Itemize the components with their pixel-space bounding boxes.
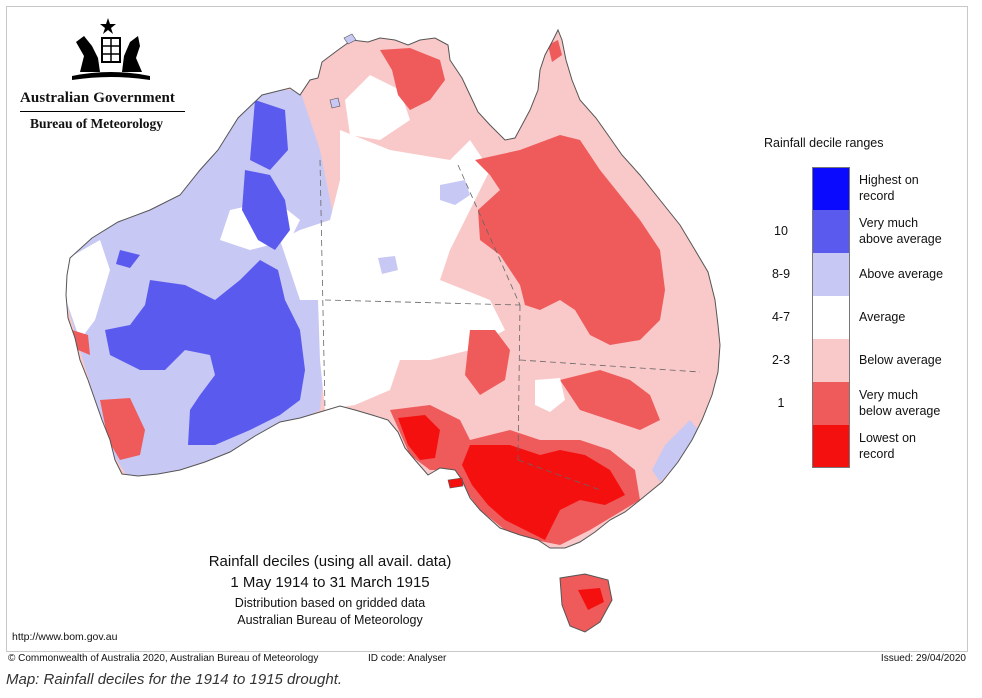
legend-range: 10 <box>774 224 788 238</box>
legend-range: 1 <box>777 396 785 410</box>
legend-label-very-much-above: Very much above average <box>859 216 942 246</box>
government-name: Australian Government <box>20 90 176 106</box>
legend-swatch-very-much-below <box>812 382 850 425</box>
source-url[interactable]: http://www.bom.gov.au <box>12 631 118 643</box>
map-source: Australian Bureau of Meteorology <box>237 613 423 627</box>
legend-range: 4-7 <box>771 310 791 324</box>
figure-caption: Map: Rainfall deciles for the 1914 to 19… <box>6 671 343 688</box>
map-title-block: Rainfall deciles (using all avail. data)… <box>150 552 510 629</box>
legend-label-below: Below average <box>859 353 942 367</box>
id-code: ID code: Analyser <box>368 653 447 664</box>
legend-swatch-lowest <box>812 425 850 468</box>
legend-label-very-much-below: Very much below average <box>859 388 941 418</box>
legend-row-below: 2-3 Below average <box>760 339 970 382</box>
government-logo: Australian Government Bureau of Meteorol… <box>20 16 190 136</box>
legend-label-lowest: Lowest on record <box>859 431 916 461</box>
legend-swatch-very-much-above <box>812 210 850 253</box>
logo-divider <box>20 111 185 112</box>
legend-row-very-much-below: 1 Very much below average <box>760 382 970 425</box>
copyright-text: © Commonwealth of Australia 2020, Austra… <box>8 653 319 664</box>
agency-name: Bureau of Meteorology <box>30 116 163 131</box>
legend-swatch-highest <box>812 167 850 210</box>
coat-of-arms-icon <box>72 18 150 80</box>
issued-date: Issued: 29/04/2020 <box>880 653 966 664</box>
legend-label-above: Above average <box>859 267 944 281</box>
legend-row-highest: Highest on record <box>760 167 970 210</box>
map-title: Rainfall deciles (using all avail. data) <box>208 553 452 570</box>
map-subtitle: Distribution based on gridded data <box>234 596 426 610</box>
legend-range: 8-9 <box>771 267 791 281</box>
legend-title: Rainfall decile ranges <box>764 136 884 150</box>
legend-swatch-below <box>812 339 850 382</box>
legend-swatch-above <box>812 253 850 296</box>
legend-label-average: Average <box>859 310 906 324</box>
legend: Rainfall decile ranges Highest on record … <box>760 136 970 481</box>
map-date-range: 1 May 1914 to 31 March 1915 <box>230 574 430 591</box>
legend-range: 2-3 <box>771 353 791 367</box>
legend-row-lowest: Lowest on record <box>760 425 970 468</box>
legend-row-above: 8-9 Above average <box>760 253 970 296</box>
footer: © Commonwealth of Australia 2020, Austra… <box>6 651 968 667</box>
legend-swatch-average <box>812 296 850 339</box>
legend-label-highest: Highest on record <box>859 173 919 203</box>
legend-row-average: 4-7 Average <box>760 296 970 339</box>
legend-row-very-much-above: 10 Very much above average <box>760 210 970 253</box>
